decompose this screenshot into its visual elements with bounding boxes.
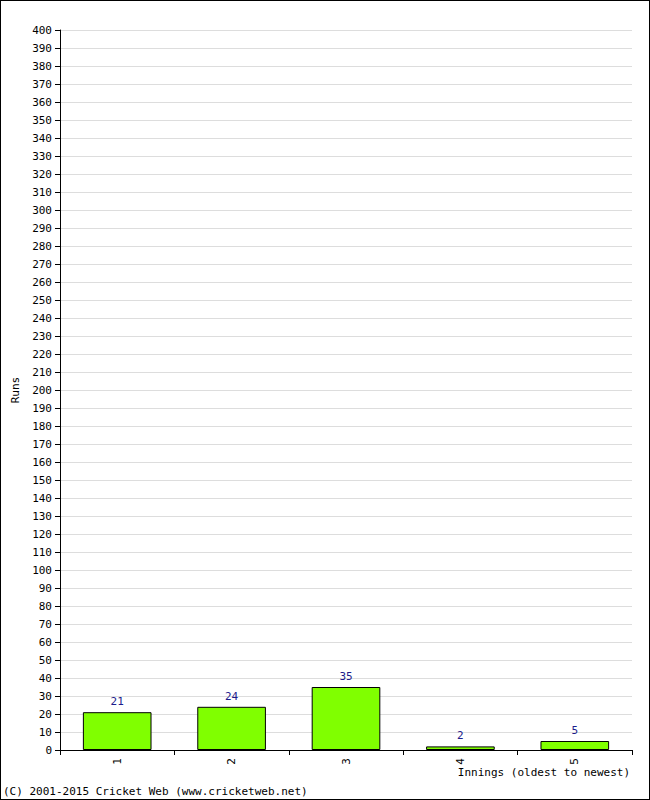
svg-text:120: 120 — [32, 528, 52, 541]
svg-text:250: 250 — [32, 294, 52, 307]
svg-text:90: 90 — [39, 582, 52, 595]
svg-text:180: 180 — [32, 420, 52, 433]
svg-text:0: 0 — [45, 744, 52, 757]
svg-text:200: 200 — [32, 384, 52, 397]
svg-text:70: 70 — [39, 618, 52, 631]
svg-text:21: 21 — [111, 695, 124, 708]
svg-text:190: 190 — [32, 402, 52, 415]
svg-text:130: 130 — [32, 510, 52, 523]
svg-text:350: 350 — [32, 114, 52, 127]
svg-text:40: 40 — [39, 672, 52, 685]
svg-text:280: 280 — [32, 240, 52, 253]
svg-text:(C) 2001-2015 Cricket Web (www: (C) 2001-2015 Cricket Web (www.cricketwe… — [3, 785, 308, 798]
svg-text:5: 5 — [568, 758, 581, 765]
svg-text:Runs: Runs — [9, 377, 22, 404]
svg-text:110: 110 — [32, 546, 52, 559]
svg-text:60: 60 — [39, 636, 52, 649]
svg-text:240: 240 — [32, 312, 52, 325]
svg-text:20: 20 — [39, 708, 52, 721]
svg-text:380: 380 — [32, 60, 52, 73]
svg-text:4: 4 — [454, 758, 467, 765]
svg-text:150: 150 — [32, 474, 52, 487]
svg-text:5: 5 — [571, 724, 578, 737]
svg-text:260: 260 — [32, 276, 52, 289]
svg-text:290: 290 — [32, 222, 52, 235]
svg-text:390: 390 — [32, 42, 52, 55]
svg-text:220: 220 — [32, 348, 52, 361]
svg-text:270: 270 — [32, 258, 52, 271]
svg-text:320: 320 — [32, 168, 52, 181]
svg-text:50: 50 — [39, 654, 52, 667]
svg-text:210: 210 — [32, 366, 52, 379]
svg-text:24: 24 — [225, 690, 239, 703]
svg-text:400: 400 — [32, 24, 52, 37]
svg-text:100: 100 — [32, 564, 52, 577]
svg-text:160: 160 — [32, 456, 52, 469]
svg-text:140: 140 — [32, 492, 52, 505]
svg-text:2: 2 — [225, 758, 238, 765]
svg-text:310: 310 — [32, 186, 52, 199]
svg-text:370: 370 — [32, 78, 52, 91]
svg-text:Innings (oldest to newest): Innings (oldest to newest) — [458, 766, 630, 779]
svg-text:170: 170 — [32, 438, 52, 451]
svg-text:230: 230 — [32, 330, 52, 343]
svg-text:3: 3 — [340, 758, 353, 765]
svg-text:340: 340 — [32, 132, 52, 145]
svg-text:10: 10 — [39, 726, 52, 739]
svg-text:1: 1 — [111, 758, 124, 765]
svg-text:300: 300 — [32, 204, 52, 217]
svg-text:35: 35 — [339, 670, 352, 683]
svg-text:2: 2 — [457, 729, 464, 742]
svg-text:80: 80 — [39, 600, 52, 613]
svg-text:360: 360 — [32, 96, 52, 109]
svg-text:330: 330 — [32, 150, 52, 163]
svg-text:30: 30 — [39, 690, 52, 703]
